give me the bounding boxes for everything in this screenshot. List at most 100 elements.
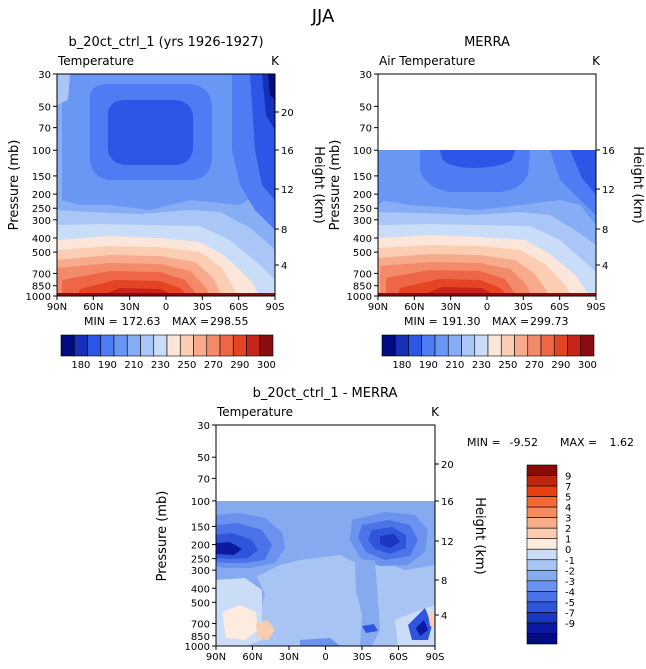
colorbar-swatch — [193, 334, 208, 357]
height-tick-label: 12 — [441, 537, 454, 548]
pressure-tick-label: 1000 — [185, 642, 210, 653]
colorbar-tick-label: 230 — [151, 360, 170, 371]
panel-merra-ylabel-right: Height (km) — [630, 146, 645, 223]
latitude-tick-label: 60S — [229, 302, 248, 313]
pressure-tick-label: 400 — [353, 234, 372, 245]
colorbar-swatch — [73, 334, 88, 357]
colorbar-swatch — [447, 334, 462, 357]
field-pole-cold4 — [268, 74, 275, 100]
field-blob-left-deep — [216, 542, 242, 555]
pressure-tick-label: 30 — [359, 70, 372, 81]
height-tick-label: 12 — [602, 185, 615, 196]
colorbar-swatch — [580, 334, 595, 357]
colorbar-tick-label: 210 — [445, 360, 464, 371]
colorbar-tick-label: -2 — [565, 566, 575, 577]
field-surface — [378, 293, 596, 296]
panel-merra-ylabel: Pressure (mb) — [328, 140, 343, 231]
pressure-tick-label: 150 — [32, 172, 51, 183]
panel-merra-units: K — [592, 54, 601, 68]
panel-model-ylabel: Pressure (mb) — [7, 140, 22, 231]
latitude-tick-label: 60N — [242, 652, 262, 663]
colorbar-swatch — [526, 538, 558, 550]
pressure-tick-label: 400 — [32, 234, 51, 245]
colorbar-tick-label: 190 — [98, 360, 117, 371]
colorbar-tick-label: -7 — [565, 608, 575, 619]
colorbar-swatch — [246, 334, 261, 357]
field-core — [440, 150, 515, 168]
latitude-tick-label: 90S — [425, 652, 444, 663]
colorbar-swatch — [526, 591, 558, 603]
pressure-tick-label: 150 — [353, 172, 372, 183]
pressure-tick-label: 1000 — [347, 292, 372, 303]
colorbar-swatch — [487, 334, 502, 357]
latitude-tick-label: 30S — [193, 302, 212, 313]
latitude-tick-label: 30N — [441, 302, 461, 313]
colorbar-tick-label: 9 — [565, 472, 571, 483]
latitude-tick-label: 30S — [352, 652, 371, 663]
pressure-tick-label: 700 — [32, 269, 51, 280]
panel-diff: b_20ct_ctrl_1 - MERRA Temperature K — [155, 386, 634, 663]
pressure-tick-label: 850 — [353, 282, 372, 293]
colorbar-tick-label: 3 — [565, 514, 571, 525]
latitude-tick-label: 90N — [368, 302, 388, 313]
latitude-tick-label: 30N — [279, 652, 299, 663]
field-surface-strip — [300, 638, 340, 646]
colorbar-tick-label: 290 — [230, 360, 249, 371]
latitude-tick-label: 60N — [404, 302, 424, 313]
colorbar-swatch — [474, 334, 489, 357]
field-warm-spot — [256, 620, 275, 640]
height-tick-label: 16 — [281, 146, 294, 157]
panel-diff-min-value: -9.52 — [510, 436, 538, 449]
panel-diff-subtitle: b_20ct_ctrl_1 - MERRA — [253, 386, 398, 401]
colorbar-tick-label: 7 — [565, 482, 571, 493]
pressure-tick-label: 850 — [32, 282, 51, 293]
colorbar-swatch — [526, 580, 558, 592]
pressure-tick-label: 850 — [191, 632, 210, 643]
pressure-tick-label: 30 — [197, 421, 210, 432]
colorbar-swatch — [526, 475, 558, 487]
colorbar-swatch — [126, 334, 141, 357]
colorbar-swatch — [394, 334, 409, 357]
pressure-tick-label: 150 — [191, 522, 210, 533]
latitude-tick-label: 30N — [120, 302, 140, 313]
height-tick-label: 8 — [602, 225, 608, 236]
panel-diff-max-label: MAX = — [560, 436, 597, 449]
colorbar-swatch — [526, 527, 558, 540]
colorbar-swatch — [526, 633, 558, 645]
pressure-tick-label: 700 — [353, 269, 372, 280]
pressure-tick-label: 50 — [38, 102, 51, 113]
height-tick-label: 8 — [281, 225, 287, 236]
height-tick-label: 20 — [441, 460, 454, 471]
panel-diff-field — [216, 501, 435, 646]
pressure-tick-label: 250 — [191, 555, 210, 566]
colorbar-swatch — [461, 334, 476, 357]
pressure-tick-label: 100 — [353, 146, 372, 157]
colorbar-swatch — [526, 496, 558, 508]
colorbar-swatch — [381, 334, 396, 357]
panel-merra: MERRA Air Temperature K 30 50 70 100 150 200 2… — [328, 35, 645, 371]
pressure-tick-label: 200 — [191, 541, 210, 552]
colorbar-tick-label: 4 — [565, 503, 571, 514]
panel-merra-field — [378, 150, 596, 296]
panel-diff-ylabel-right: Height (km) — [472, 497, 487, 574]
colorbar-swatch — [526, 548, 558, 561]
pressure-tick-label: 100 — [191, 497, 210, 508]
latitude-tick-label: 30S — [514, 302, 533, 313]
field-blob-right-deep — [380, 534, 400, 548]
colorbar-swatch — [527, 334, 542, 357]
pressure-tick-label: 300 — [191, 566, 210, 577]
panel-merra-colorbar: 180 190 210 230 250 270 290 300 — [381, 334, 597, 371]
pressure-tick-label: 1000 — [26, 292, 51, 303]
panel-merra-max-value: 299.73 — [530, 315, 569, 328]
height-tick-label: 8 — [441, 576, 447, 587]
panel-model-field — [57, 74, 275, 296]
field-pole-cold2 — [570, 150, 596, 195]
pressure-tick-label: 70 — [359, 124, 372, 135]
colorbar-tick-label: 230 — [472, 360, 491, 371]
latitude-tick-label: 90S — [586, 302, 605, 313]
colorbar-tick-label: 210 — [124, 360, 143, 371]
